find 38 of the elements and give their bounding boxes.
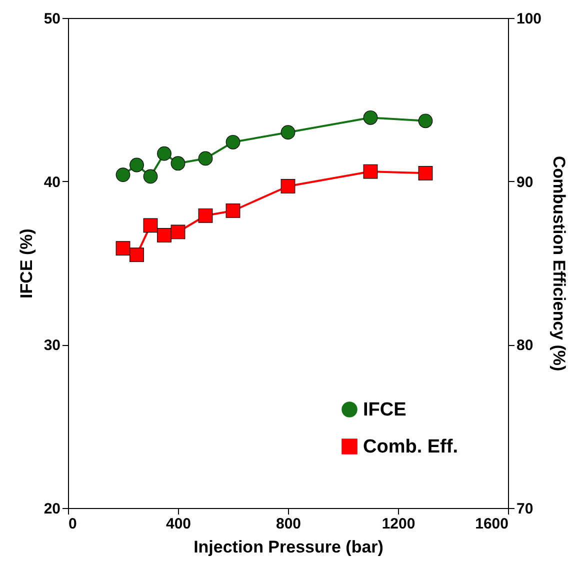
- x-tick-label: 1600: [475, 516, 508, 532]
- y-tick-label: 20: [44, 500, 60, 518]
- point: [280, 125, 296, 140]
- point: [363, 110, 378, 125]
- point: [116, 241, 130, 256]
- x-tick-label: 1200: [382, 516, 416, 532]
- legend-label: IFCE: [363, 400, 406, 420]
- y2-tick-label: 80: [516, 337, 534, 354]
- y-axis-title: IFCE (%): [16, 228, 36, 298]
- point: [143, 169, 158, 184]
- x-tick-label: 800: [276, 516, 302, 532]
- y2-axis-title: Combustion Efficiency (%): [550, 156, 569, 372]
- x-tick-label: 400: [166, 516, 192, 532]
- point: [198, 208, 213, 223]
- y2-tick-label: 90: [516, 174, 534, 191]
- y-tick-label: 40: [44, 174, 60, 191]
- point: [170, 156, 186, 171]
- y-tick-label: 50: [44, 10, 60, 28]
- point: [130, 248, 144, 262]
- point: [116, 168, 130, 182]
- point: [198, 151, 213, 166]
- point: [418, 114, 433, 128]
- point: [130, 158, 144, 172]
- y2-tick-label: 100: [516, 10, 542, 28]
- y2-tick-label: 70: [516, 500, 534, 518]
- legend-label: Comb. Eff.: [363, 436, 458, 458]
- x-tick-label: 0: [68, 516, 77, 532]
- point: [143, 218, 158, 233]
- point: [280, 179, 296, 194]
- point: [418, 166, 433, 180]
- x-axis-title: Injection Pressure (bar): [194, 538, 384, 556]
- y-tick-label: 30: [44, 337, 60, 354]
- point: [170, 224, 186, 240]
- point: [157, 228, 172, 242]
- point: [157, 146, 172, 161]
- point: [363, 164, 378, 179]
- point: [226, 204, 240, 218]
- point: [226, 134, 240, 150]
